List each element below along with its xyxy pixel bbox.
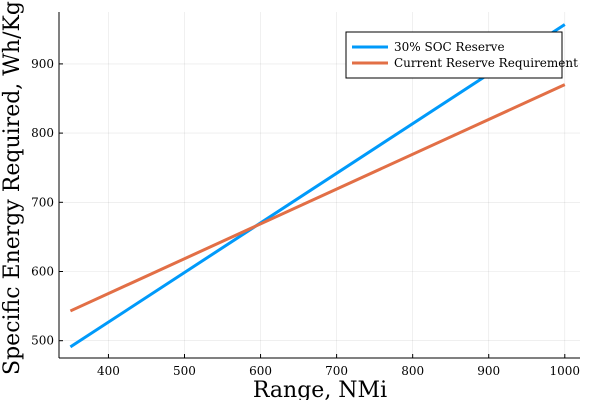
x-tick-label: 600 bbox=[249, 364, 272, 378]
legend: 30% SOC Reserve Current Reserve Requirem… bbox=[345, 31, 578, 79]
y-tick-label: 600 bbox=[31, 265, 54, 279]
x-tick-label: 500 bbox=[173, 364, 196, 378]
series-line-current-reserve bbox=[69, 83, 566, 313]
legend-label-soc-reserve: 30% SOC Reserve bbox=[394, 40, 505, 54]
axes: 400 500 600 700 800 900 1000 500 600 700 800 900 bbox=[31, 12, 580, 378]
y-tick-label: 700 bbox=[31, 195, 54, 209]
x-tick-label: 800 bbox=[401, 364, 424, 378]
x-tick-label: 900 bbox=[477, 364, 500, 378]
legend-label-current-reserve: Current Reserve Requirement bbox=[394, 56, 578, 70]
x-tick-label: 700 bbox=[325, 364, 348, 378]
y-tick-label: 500 bbox=[31, 334, 54, 348]
y-axis-title: Specific Energy Required, Wh/Kg bbox=[0, 1, 25, 375]
y-tick-label: 900 bbox=[31, 57, 54, 71]
x-tick-label: 400 bbox=[97, 364, 120, 378]
y-tick-label: 800 bbox=[31, 126, 54, 140]
legend-box bbox=[345, 31, 563, 79]
x-axis-title: Range, NMi bbox=[253, 378, 387, 400]
x-tick-label: 1000 bbox=[550, 364, 581, 378]
